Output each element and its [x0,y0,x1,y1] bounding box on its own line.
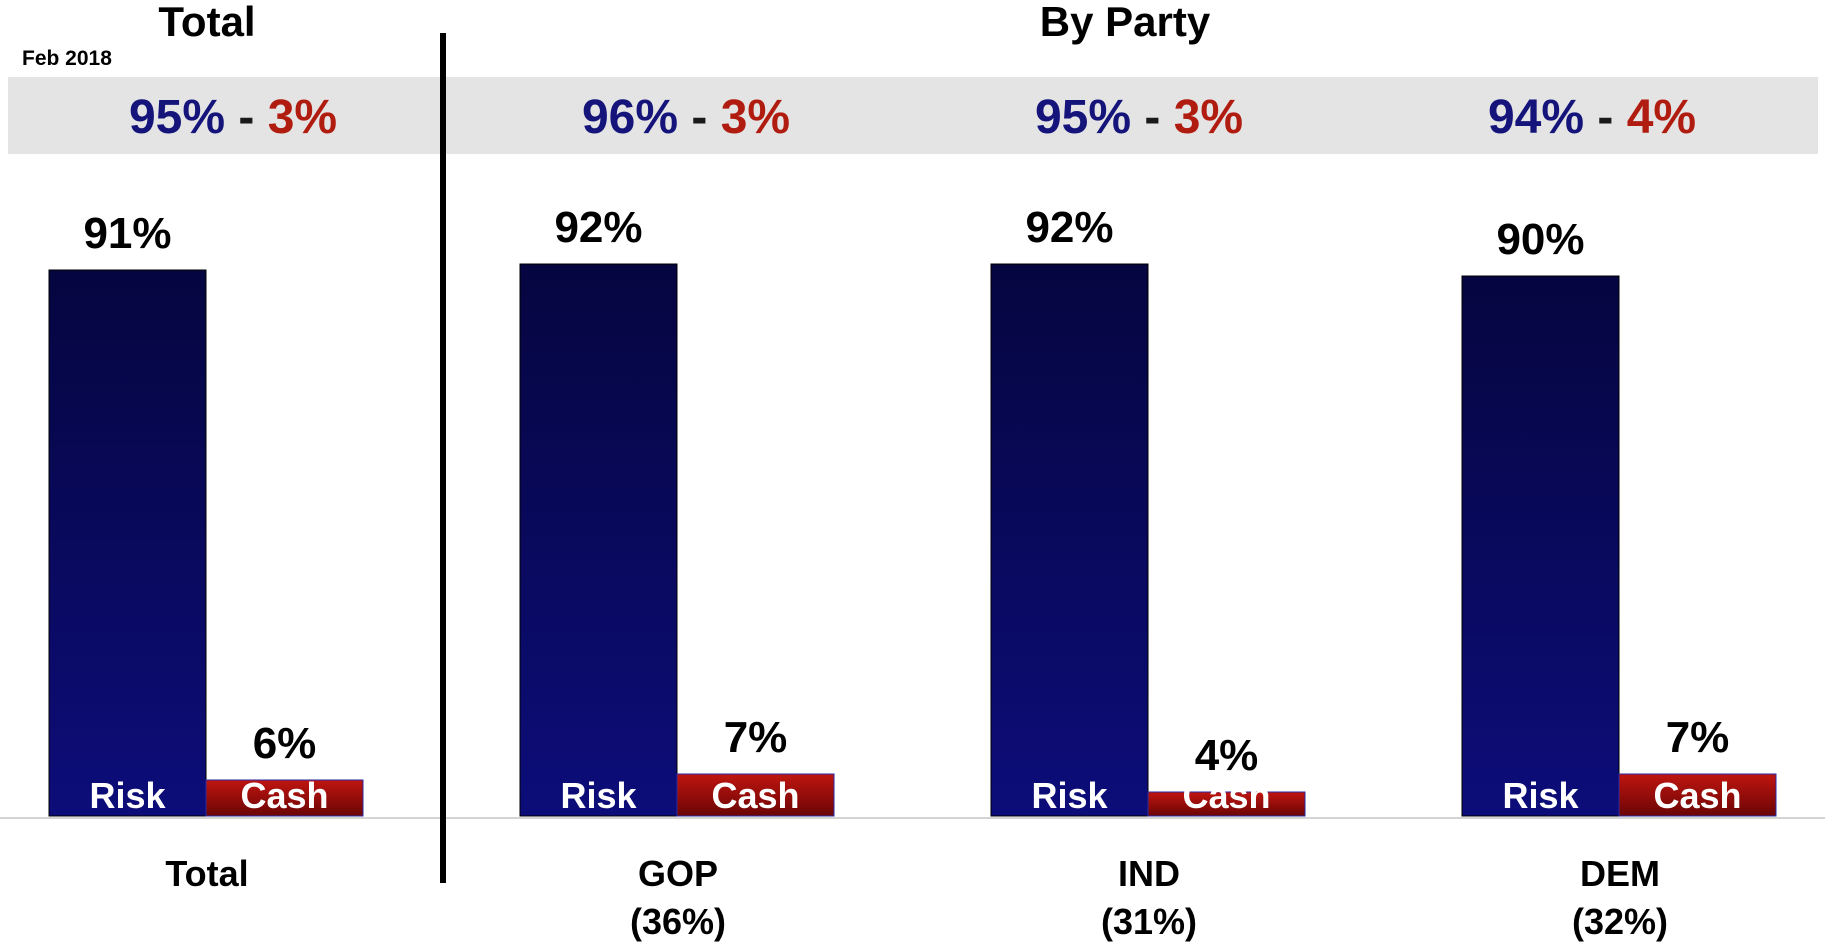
series-label-risk: Risk [89,775,166,816]
bar-cash-dem [1618,773,1777,817]
data-label-cash-total: 6% [253,719,317,768]
summary-total: 95% - 3% [129,90,337,145]
category-name: Total [165,853,249,894]
data-label-cash-ind: 4% [1195,731,1259,780]
data-label-risk-ind: 92% [1025,203,1113,252]
summary-total-cash: 3% [267,91,338,144]
data-label-risk-dem: 90% [1496,215,1584,264]
category-name: DEM [1580,853,1660,894]
category-share: (32%) [1571,901,1669,942]
bars-group: Risk91%Cash6%Risk92%Cash7%Risk92%Cash4%R… [48,203,1777,817]
bar-cash-total [205,779,364,817]
bar-risk-dem [1461,275,1620,817]
summary-dem-sep: - [1597,91,1614,144]
total-header: Total [158,0,256,45]
category-label-gop: GOP (36%) [630,850,726,946]
date-label: Feb 2018 [22,47,112,70]
bar-cash-gop [676,773,835,817]
category-name: GOP [637,853,718,894]
summary-ind-risk: 95% [1034,91,1132,144]
summary-total-sep: - [238,91,255,144]
summary-dem: 94% - 4% [1488,90,1696,145]
data-label-cash-gop: 7% [724,713,788,762]
summary-gop: 96% - 3% [582,90,790,145]
category-name: IND [1118,853,1180,894]
summary-dem-risk: 94% [1487,91,1585,144]
bar-cash-ind [1147,791,1306,817]
summary-band [8,77,1818,154]
data-label-risk-gop: 92% [554,203,642,252]
series-label-risk: Risk [1502,775,1579,816]
bar-risk-total [48,269,207,817]
summary-ind: 95% - 3% [1035,90,1243,145]
summary-gop-cash: 3% [720,91,791,144]
summary-total-risk: 95% [128,91,226,144]
series-label-risk: Risk [1031,775,1108,816]
summary-ind-sep: - [1144,91,1161,144]
series-label-cash: Cash [1653,775,1741,816]
category-label-ind: IND (31%) [1101,850,1197,946]
category-share: (36%) [629,901,727,942]
summary-gop-risk: 96% [581,91,679,144]
by-party-header: By Party [1039,0,1211,45]
series-label-cash: Cash [711,775,799,816]
section-divider [440,33,446,883]
series-label-cash: Cash [1182,775,1270,816]
category-share: (31%) [1100,901,1198,942]
summary-ind-cash: 3% [1173,91,1244,144]
bar-risk-ind [990,263,1149,817]
bar-risk-gop [519,263,678,817]
category-label-total: Total [165,850,248,898]
series-label-risk: Risk [560,775,637,816]
data-label-risk-total: 91% [83,209,171,258]
summary-gop-sep: - [691,91,708,144]
series-label-cash: Cash [240,775,328,816]
summary-dem-cash: 4% [1626,91,1697,144]
category-label-dem: DEM (32%) [1572,850,1668,946]
data-label-cash-dem: 7% [1666,713,1730,762]
